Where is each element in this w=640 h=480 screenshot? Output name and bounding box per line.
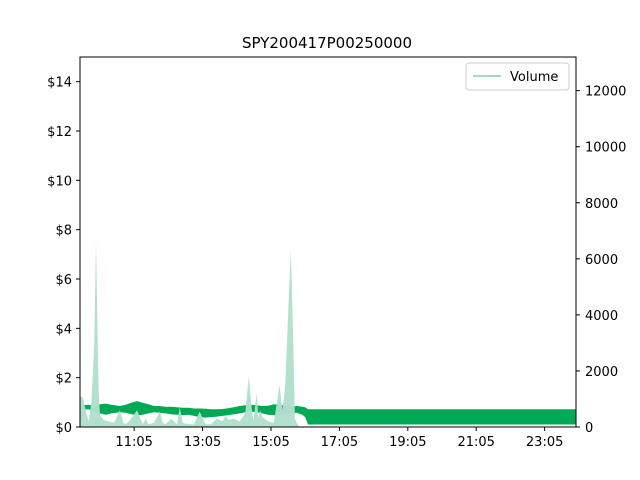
x-tick-label: 17:05 xyxy=(321,435,358,450)
y-left-tick-label: $2 xyxy=(55,372,72,387)
x-tick-label: 19:05 xyxy=(389,435,426,450)
price-band-area xyxy=(80,401,576,425)
y-right-tick-label: 2000 xyxy=(585,365,618,380)
y-right-tick-label: 8000 xyxy=(585,197,618,212)
y-right-tick-label: 12000 xyxy=(585,85,626,100)
y-right-tick-label: 6000 xyxy=(585,253,618,268)
legend-label-volume: Volume xyxy=(510,70,558,85)
x-tick-label: 21:05 xyxy=(457,435,494,450)
y-left-tick-label: $0 xyxy=(55,421,72,436)
x-tick-label: 15:05 xyxy=(252,435,289,450)
y-left-tick-label: $6 xyxy=(55,273,72,288)
y-left-tick-label: $8 xyxy=(55,224,72,239)
y-right-tick-label: 10000 xyxy=(585,141,626,156)
y-left-tick-label: $14 xyxy=(47,76,72,91)
y-left-tick-label: $12 xyxy=(47,125,72,140)
x-tick-label: 11:05 xyxy=(115,435,152,450)
y-right-tick-label: 0 xyxy=(585,421,593,436)
x-tick-label: 23:05 xyxy=(526,435,563,450)
legend-box xyxy=(465,62,570,91)
series-group xyxy=(80,240,576,427)
y-right-tick-label: 4000 xyxy=(585,309,618,324)
legend: Volume xyxy=(465,62,570,91)
axes: 11:05 13:05 15:05 17:05 19:05 21:05 23:05 $0 $2 $… xyxy=(47,56,626,450)
y-left-tick-label: $10 xyxy=(47,174,72,189)
axes-frame xyxy=(79,56,577,428)
y-left-tick-label: $4 xyxy=(55,322,72,337)
chart-title: SPY200417P00250000 xyxy=(242,34,412,52)
plot-area xyxy=(80,240,576,427)
x-tick-label: 13:05 xyxy=(184,435,221,450)
volume-area xyxy=(80,240,576,427)
